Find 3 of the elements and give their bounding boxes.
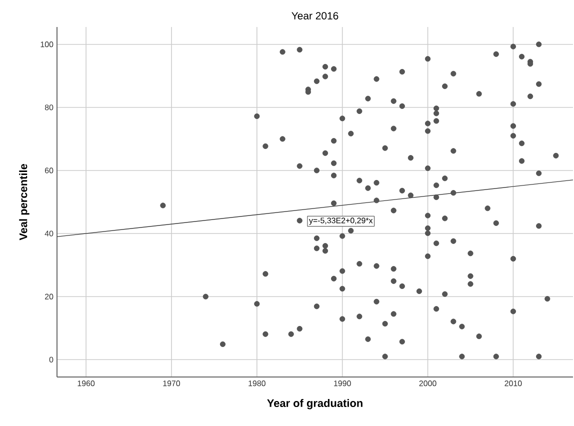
chart-title: Year 2016 [292, 12, 338, 20]
x-axis-title: Year of graduation [267, 398, 362, 410]
y-axis-title: Veal percentile [19, 164, 30, 240]
